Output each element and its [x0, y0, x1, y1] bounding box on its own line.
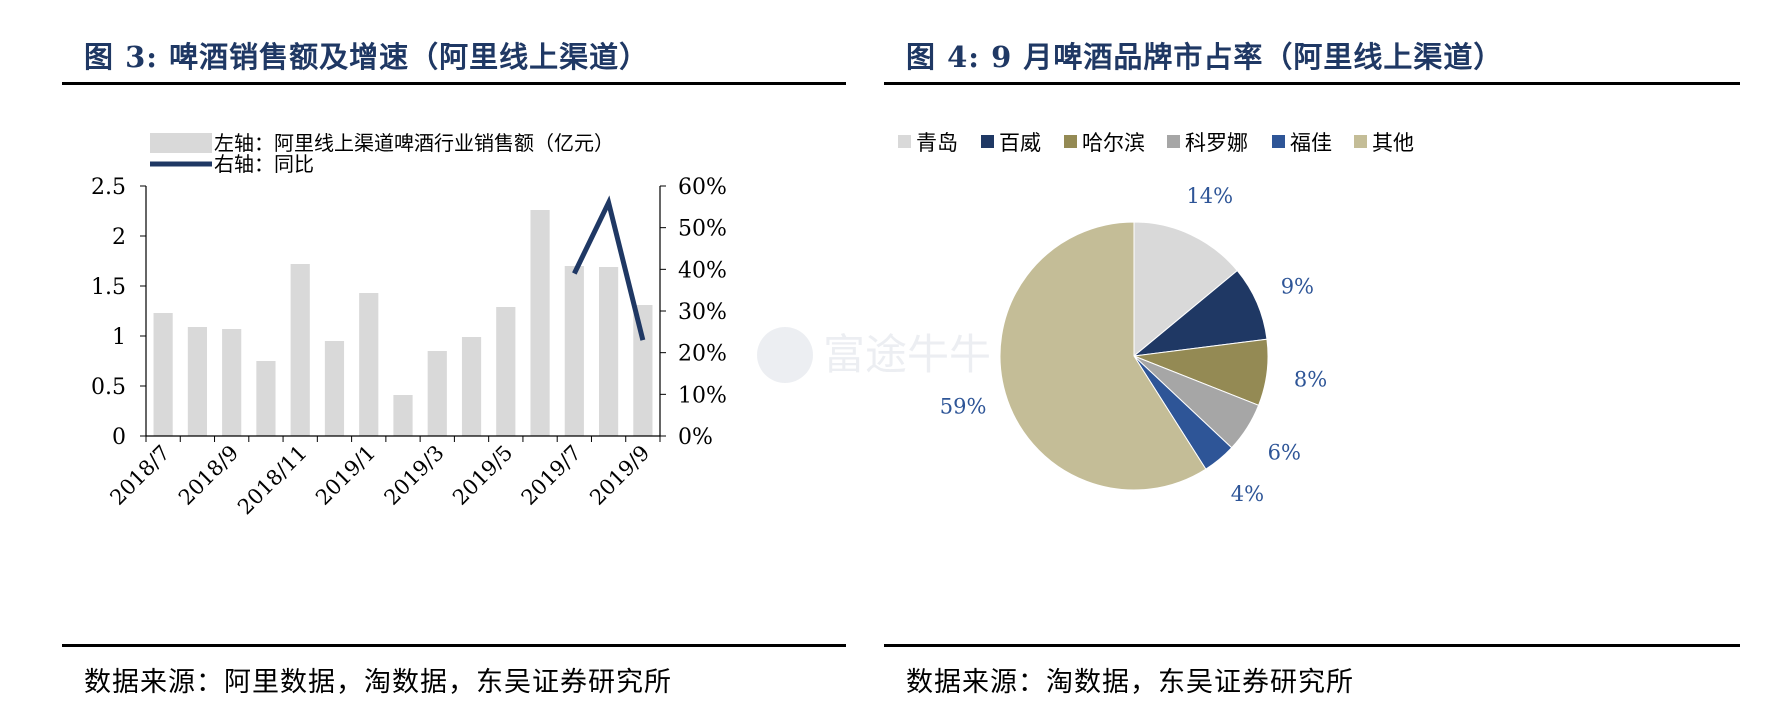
- bar: [359, 293, 379, 436]
- bar: [187, 327, 207, 436]
- bar: [393, 395, 413, 436]
- pie-value-label: 59%: [940, 395, 987, 419]
- bar: [599, 267, 619, 436]
- legend-swatch: [1167, 135, 1180, 148]
- legend-label-bar: 左轴：阿里线上渠道啤酒行业销售额（亿元）: [214, 131, 614, 155]
- right-tick-label: 50%: [678, 217, 727, 242]
- right-tick-label: 60%: [678, 175, 727, 200]
- brand-share-pie-chart: 14% 9% 8% 6%4% 59% 青岛 百威 哈尔滨 科罗娜 福佳 其他: [898, 131, 1414, 506]
- watermark-icon: [757, 327, 813, 383]
- right-tick-label: 30%: [678, 300, 727, 325]
- watermark-logo: 富途牛牛: [757, 327, 991, 383]
- figure-4-source: 数据来源：淘数据，东吴证券研究所: [906, 667, 1354, 698]
- right-figure-panel: 图 4: 9 月啤酒品牌市占率（阿里线上渠道） 14% 9% 8% 6% 4% 59% 青岛…: [884, 0, 1740, 716]
- bar: [461, 337, 482, 436]
- bar: [496, 307, 516, 436]
- x-tick-label: 2018/11: [233, 441, 312, 520]
- x-tick-label: 2019/9: [585, 441, 654, 510]
- legend-label: 其他: [1372, 131, 1414, 155]
- legend-swatch: [1064, 135, 1077, 148]
- left-tick-label: 2.5: [91, 175, 126, 200]
- legend-label: 百威: [999, 131, 1041, 155]
- left-tick-label: 0.5: [91, 375, 126, 400]
- title-rule: [62, 82, 846, 85]
- right-tick-label: 20%: [678, 342, 727, 367]
- pie-slice: [999, 221, 1207, 491]
- legend-swatch-bar: [150, 133, 212, 153]
- legend-label: 青岛: [916, 131, 958, 155]
- x-tick-label: 2018/7: [105, 441, 174, 510]
- pie-value-label: 9%: [1281, 274, 1314, 298]
- pie-value-label: 4%: [1231, 482, 1264, 506]
- bar: [153, 313, 173, 436]
- bar: [564, 266, 584, 436]
- bar: [256, 361, 276, 436]
- legend-swatch: [981, 135, 994, 148]
- legend-label: 科罗娜: [1185, 131, 1248, 155]
- bar: [530, 210, 550, 436]
- x-tick-label: 2019/3: [380, 441, 449, 510]
- yoy-line: [572, 195, 646, 341]
- left-figure-panel: 图 3: 啤酒销售额及增速（阿里线上渠道） 0 0.5 1 1.5 2 2.5 0% 10% 2…: [62, 0, 846, 716]
- x-tick-label: 2018/9: [174, 441, 243, 510]
- source-rule: [62, 644, 846, 647]
- x-tick-label: 2019/1: [311, 441, 380, 510]
- right-tick-label: 40%: [678, 258, 727, 283]
- legend-label-line: 右轴：同比: [214, 152, 314, 176]
- right-tick-label: 0%: [678, 425, 713, 450]
- watermark-text: 富途牛牛: [823, 330, 991, 379]
- figure-3-title: 图 3: 啤酒销售额及增速（阿里线上渠道）: [84, 40, 650, 74]
- title-rule: [884, 82, 1740, 85]
- pie-value-label: 14%: [1186, 184, 1233, 208]
- sales-bar-line-chart: 00.511.522.50%10%20%30%40%50%60%2018/7 20…: [91, 131, 727, 520]
- x-tick-label: 2019/5: [448, 441, 517, 510]
- left-tick-label: 1.5: [91, 275, 126, 300]
- source-rule: [884, 644, 1740, 647]
- pie-value-label: 8%: [1294, 367, 1327, 391]
- legend-label: 哈尔滨: [1082, 131, 1145, 155]
- legend-swatch: [898, 135, 911, 148]
- figure-4-title: 图 4: 9 月啤酒品牌市占率（阿里线上渠道）: [906, 40, 1504, 74]
- legend-label: 福佳: [1290, 131, 1332, 155]
- left-tick-label: 1: [112, 325, 126, 350]
- pie-slice: [1133, 221, 1238, 358]
- figure-3-source: 数据来源：阿里数据，淘数据，东吴证券研究所: [84, 667, 672, 698]
- bar: [290, 264, 310, 436]
- left-tick-label: 0: [112, 425, 126, 450]
- x-tick-label: 2019/7: [517, 441, 586, 510]
- bar: [427, 351, 447, 436]
- bar: [633, 305, 653, 436]
- legend-swatch: [1354, 135, 1367, 148]
- right-tick-label: 10%: [678, 383, 727, 408]
- pie-value-label: 6%: [1268, 440, 1301, 464]
- legend-swatch: [1272, 135, 1285, 148]
- bar: [324, 341, 345, 436]
- bar: [222, 329, 242, 436]
- left-tick-label: 2: [112, 225, 126, 250]
